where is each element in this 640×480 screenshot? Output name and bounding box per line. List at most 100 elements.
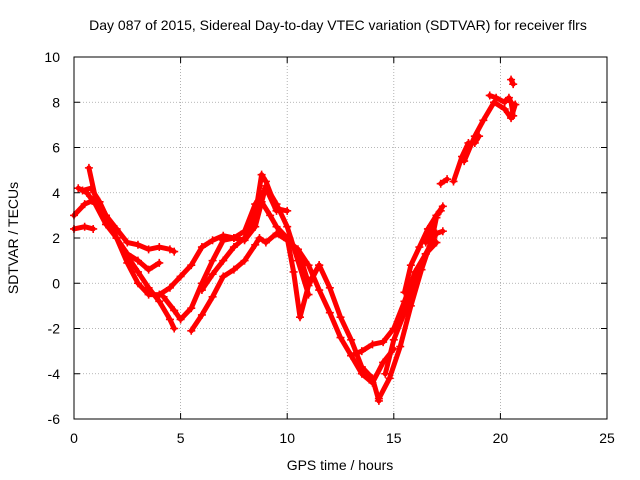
data-point	[165, 245, 174, 254]
data-point	[400, 308, 409, 317]
data-point	[421, 249, 430, 258]
grid	[74, 57, 607, 419]
y-tick-label: 2	[52, 230, 60, 246]
data-point	[385, 374, 394, 383]
data-point	[144, 265, 153, 274]
data-point	[507, 75, 516, 84]
data-point	[208, 236, 217, 245]
data-point	[219, 256, 228, 265]
data-point	[229, 243, 238, 252]
series-arc-6	[161, 183, 311, 322]
data-point	[406, 261, 415, 270]
data-point	[443, 175, 452, 184]
data-point	[261, 177, 270, 186]
data-point	[74, 184, 83, 193]
data-point	[396, 342, 405, 351]
data-point	[229, 265, 238, 274]
data-point	[432, 229, 441, 238]
data-point	[133, 279, 142, 288]
data-point	[436, 179, 445, 188]
data-point	[504, 93, 513, 102]
x-tick-label: 25	[599, 430, 615, 446]
y-tick-label: -4	[48, 366, 61, 382]
series-arc-18	[461, 99, 518, 164]
data-point	[315, 286, 324, 295]
data-point	[336, 333, 345, 342]
data-point	[155, 243, 164, 252]
data-point	[283, 234, 292, 242]
data-point	[421, 238, 430, 247]
data-point	[133, 267, 142, 276]
data-point	[257, 197, 266, 206]
data-point	[240, 256, 249, 265]
data-point	[509, 111, 518, 120]
data-point	[357, 369, 366, 378]
data-point	[266, 211, 275, 220]
data-point	[251, 240, 260, 249]
y-axis-label: SDTVAR / TECUs	[5, 182, 21, 294]
y-tick-label: 6	[52, 140, 60, 156]
data-point	[400, 288, 409, 297]
data-point	[295, 313, 304, 322]
data-point	[304, 281, 313, 290]
data-point	[379, 338, 388, 347]
data-point	[432, 211, 441, 220]
data-point	[336, 313, 345, 322]
data-point	[133, 240, 142, 249]
data-point	[272, 204, 281, 213]
data-point	[208, 270, 217, 279]
data-point	[170, 247, 179, 256]
data-point	[208, 256, 217, 265]
data-point	[470, 132, 479, 141]
data-point	[144, 283, 153, 292]
data-point	[78, 186, 87, 195]
data-point	[438, 227, 447, 236]
data-point	[123, 238, 132, 247]
x-axis-label: GPS time / hours	[287, 457, 394, 473]
data-point	[187, 326, 196, 335]
data-point	[261, 238, 270, 247]
data-point	[283, 222, 292, 231]
data-point	[438, 202, 447, 211]
data-point	[304, 261, 313, 270]
data-point	[144, 290, 153, 299]
y-tick-label: 4	[52, 185, 60, 201]
data-point	[368, 378, 377, 387]
data-point	[170, 306, 179, 315]
data-point	[485, 91, 494, 100]
data-point	[315, 261, 324, 270]
data-point	[257, 170, 266, 179]
data-point	[80, 222, 89, 231]
data-point	[155, 297, 164, 306]
data-point	[80, 200, 89, 209]
x-tick-label: 10	[279, 430, 295, 446]
data-point	[112, 234, 121, 242]
data-point	[187, 261, 196, 270]
data-point	[357, 347, 366, 356]
data-point	[255, 234, 264, 242]
data-point	[347, 335, 356, 344]
data-point	[165, 283, 174, 292]
series-arc-10	[295, 246, 397, 386]
data-point	[415, 243, 424, 252]
data-point	[155, 258, 164, 267]
data-point	[411, 279, 420, 288]
data-point	[389, 335, 398, 344]
data-point	[208, 292, 217, 301]
y-tick-label: 10	[44, 49, 60, 65]
data-point	[507, 98, 516, 107]
data-point	[89, 224, 98, 233]
data-point	[479, 116, 488, 125]
data-point	[229, 234, 238, 242]
data-point	[289, 267, 298, 276]
data-point	[159, 292, 168, 301]
data-point	[293, 245, 302, 254]
series-layer	[70, 75, 520, 405]
data-point	[123, 258, 132, 267]
data-point	[84, 163, 93, 172]
data-point	[325, 308, 334, 317]
data-point	[251, 211, 260, 220]
data-point	[144, 245, 153, 254]
chart-title: Day 087 of 2015, Sidereal Day-to-day VTE…	[89, 17, 587, 33]
